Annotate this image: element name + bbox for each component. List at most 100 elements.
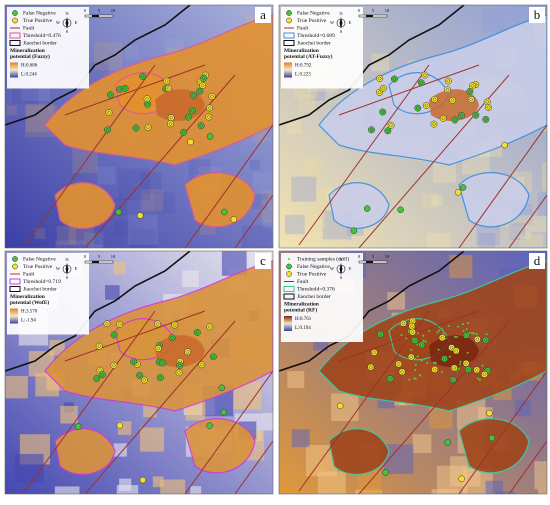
deposit-diamond bbox=[412, 338, 418, 343]
compass-label: S bbox=[340, 29, 343, 34]
scale-label: 10 bbox=[111, 8, 116, 13]
deposit bbox=[444, 86, 451, 94]
training-sample bbox=[414, 363, 417, 366]
deposit-diamond bbox=[191, 93, 196, 98]
fault bbox=[298, 64, 430, 246]
mosaic-cell bbox=[449, 255, 473, 279]
deposit-dot bbox=[439, 114, 447, 122]
deposit bbox=[139, 72, 147, 80]
deposit bbox=[398, 368, 406, 376]
fault bbox=[338, 310, 480, 362]
deposit-diamond bbox=[195, 330, 200, 335]
training-sample bbox=[416, 332, 419, 335]
deposit-dot bbox=[379, 84, 387, 92]
deposit-diamond bbox=[387, 376, 393, 381]
deposit-dot bbox=[95, 342, 103, 350]
mosaic-cell bbox=[94, 42, 123, 71]
mosaic-cell bbox=[481, 8, 506, 33]
deposit-diamond bbox=[158, 375, 163, 380]
deposit-dot bbox=[190, 91, 198, 99]
deposit-diamond bbox=[464, 333, 469, 338]
deposit-dot bbox=[379, 108, 387, 116]
legend-title: Mineralization bbox=[284, 301, 319, 307]
mosaic-cell bbox=[152, 476, 164, 488]
training-sample bbox=[418, 374, 421, 377]
deposit-diamond bbox=[133, 125, 139, 131]
compass-label: W bbox=[56, 266, 61, 271]
training-sample bbox=[466, 351, 469, 354]
deposit-diamond bbox=[140, 74, 145, 79]
fault bbox=[358, 74, 510, 248]
deposit-dot bbox=[397, 206, 404, 213]
deposit-dot bbox=[384, 127, 392, 135]
mosaic-cell bbox=[119, 478, 132, 491]
deposit-diamond bbox=[209, 94, 215, 99]
deposit-diamond bbox=[97, 344, 102, 349]
deposit-dot bbox=[167, 114, 175, 122]
deposit-diamond bbox=[419, 342, 424, 348]
deposit bbox=[390, 75, 398, 83]
deposit-dot bbox=[167, 120, 174, 128]
mosaic-cell bbox=[291, 429, 310, 448]
legend-symbol bbox=[283, 293, 295, 300]
deposit-dot bbox=[206, 323, 214, 331]
mosaic-cell bbox=[143, 403, 157, 418]
legend-label: True Positive bbox=[23, 264, 53, 270]
mosaic-cell bbox=[113, 261, 126, 275]
deposit bbox=[485, 104, 492, 111]
deposit-dot bbox=[206, 133, 214, 140]
deposit-dot bbox=[121, 84, 129, 92]
deposit bbox=[481, 370, 488, 378]
legend-label: Fault bbox=[23, 271, 35, 277]
deposit bbox=[110, 331, 118, 339]
deposit-dot bbox=[444, 439, 452, 446]
deposit-diamond bbox=[470, 83, 475, 88]
deposit bbox=[466, 88, 474, 95]
mosaic-cell bbox=[495, 491, 515, 494]
deposit-diamond bbox=[172, 322, 177, 328]
deposit bbox=[407, 353, 415, 361]
deposit-diamond bbox=[450, 377, 456, 382]
panel-frame bbox=[4, 4, 274, 249]
legend-box bbox=[7, 7, 89, 89]
deposit-diamond bbox=[97, 368, 103, 373]
deposit bbox=[483, 98, 491, 106]
deposit-diamond bbox=[419, 80, 424, 85]
fault bbox=[64, 64, 206, 116]
deposit bbox=[110, 361, 118, 369]
deposit-dot bbox=[422, 102, 430, 109]
deposit-dot bbox=[382, 469, 389, 476]
mosaic-cell bbox=[182, 270, 199, 288]
legend-low: L:0.194 bbox=[295, 326, 311, 331]
legend-label: False Negative bbox=[23, 10, 56, 16]
deposit-diamond bbox=[164, 78, 169, 84]
deposit-diamond bbox=[445, 87, 450, 92]
legend-low: L:0.223 bbox=[295, 73, 311, 78]
deposit-diamond bbox=[176, 370, 182, 375]
deposit bbox=[462, 331, 470, 339]
deposit bbox=[98, 371, 106, 379]
compass-label: S bbox=[340, 275, 343, 280]
deposit-diamond bbox=[440, 335, 445, 340]
mosaic-cell bbox=[285, 214, 305, 235]
deposit-diamond bbox=[485, 368, 490, 373]
deposit-dot bbox=[462, 359, 470, 367]
deposit-dot bbox=[218, 384, 226, 391]
training-sample bbox=[475, 333, 478, 336]
deposit-diamond bbox=[432, 367, 437, 372]
deposit-dot bbox=[473, 366, 481, 374]
deposit-diamond bbox=[431, 121, 437, 127]
deposit bbox=[184, 348, 192, 356]
deposit-diamond bbox=[446, 78, 451, 84]
deposit bbox=[180, 128, 188, 136]
compass-needle bbox=[339, 263, 343, 275]
deposit-dot bbox=[197, 122, 205, 130]
deposit-diamond bbox=[122, 86, 128, 91]
panel-letter: c bbox=[260, 253, 266, 268]
deposit bbox=[377, 330, 385, 338]
mosaic-cell bbox=[34, 228, 46, 240]
deposit-dot bbox=[110, 361, 118, 369]
deposit-dot bbox=[220, 208, 228, 216]
deposit bbox=[452, 347, 460, 355]
mosaic-cell bbox=[476, 221, 501, 246]
